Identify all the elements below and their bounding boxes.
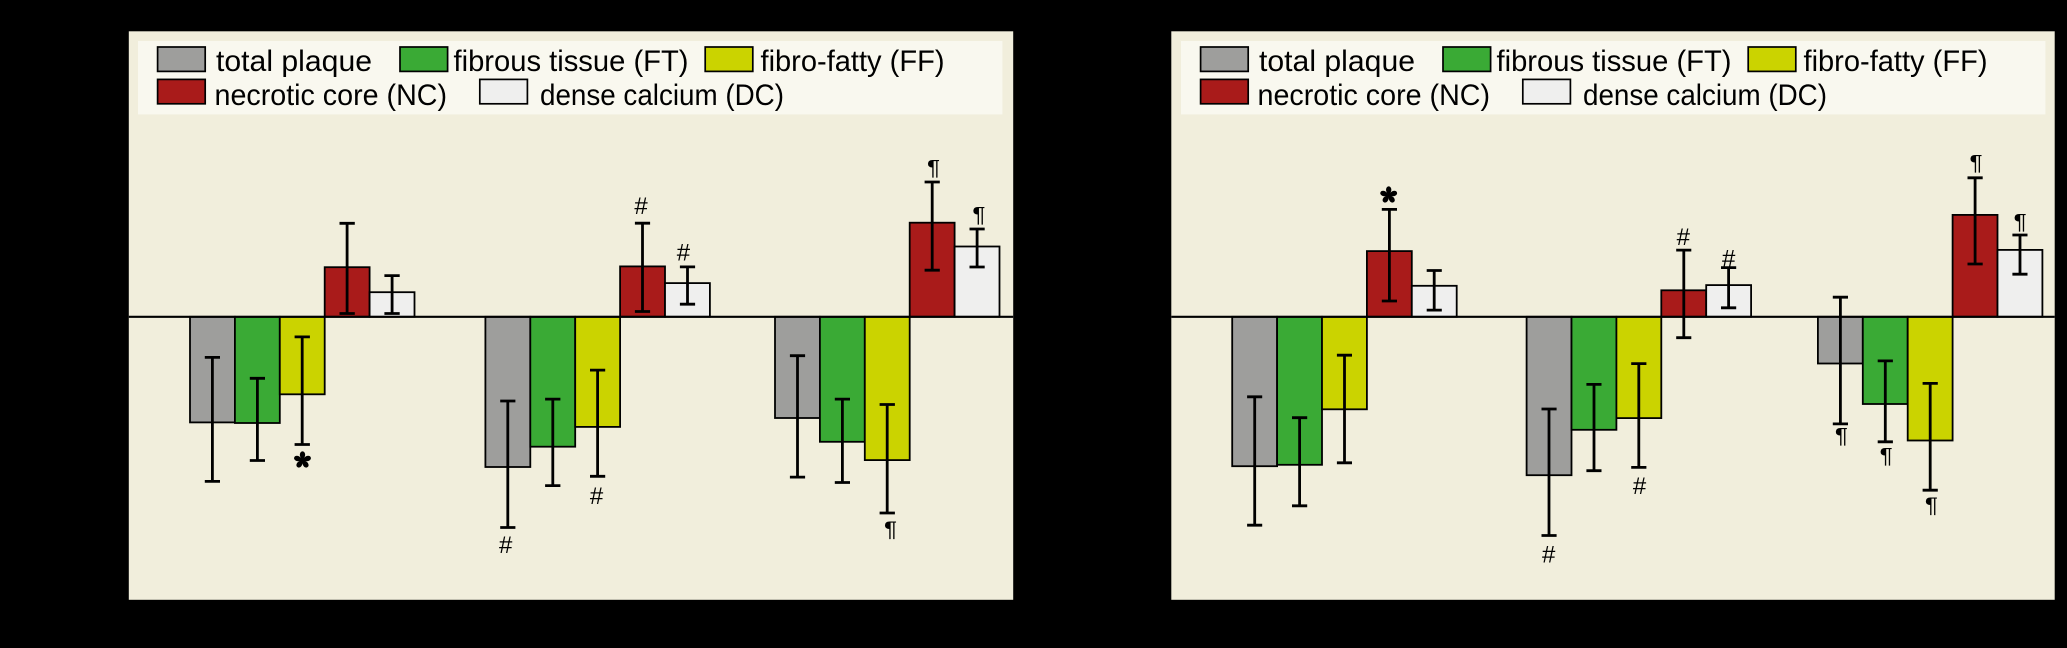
svg-text:#: #: [1722, 245, 1736, 272]
svg-text:fibrous tissue (FT): fibrous tissue (FT): [1497, 45, 1732, 78]
svg-text:#: #: [634, 193, 648, 220]
svg-text:dense calcium (DC): dense calcium (DC): [540, 79, 784, 112]
svg-text:¶: ¶: [884, 517, 897, 541]
svg-text:¶: ¶: [2014, 209, 2027, 233]
svg-text:¶: ¶: [972, 202, 985, 226]
svg-text:¶: ¶: [1880, 443, 1893, 467]
svg-text:¶: ¶: [927, 155, 940, 179]
svg-text:¶: ¶: [1925, 493, 1938, 517]
svg-text:#: #: [677, 239, 691, 266]
svg-text:#: #: [590, 483, 604, 510]
svg-text:¶: ¶: [1835, 423, 1848, 447]
svg-text:#: #: [499, 532, 513, 559]
svg-text:total plaque: total plaque: [216, 45, 372, 78]
svg-text:dense calcium (DC): dense calcium (DC): [1583, 79, 1827, 112]
svg-text:fibro-fatty (FF): fibro-fatty (FF): [761, 45, 945, 78]
svg-text:total plaque: total plaque: [1259, 45, 1415, 78]
svg-text:#: #: [1677, 224, 1691, 251]
svg-text:fibro-fatty (FF): fibro-fatty (FF): [1804, 45, 1988, 78]
svg-text:necrotic core (NC): necrotic core (NC): [215, 79, 448, 112]
svg-text:#: #: [1542, 541, 1556, 568]
svg-text:#: #: [1633, 473, 1647, 500]
svg-text:fibrous tissue (FT): fibrous tissue (FT): [454, 45, 689, 78]
svg-text:¶: ¶: [1970, 150, 1983, 174]
svg-text:necrotic core (NC): necrotic core (NC): [1258, 79, 1491, 112]
